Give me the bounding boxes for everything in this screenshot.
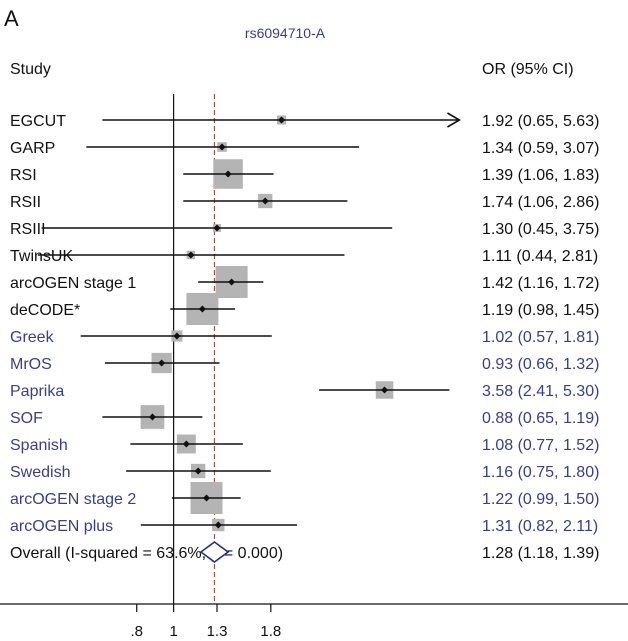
study-label: Swedish [10,464,70,481]
estimate-label: 1.31 (0.82, 2.11) [482,518,598,535]
study-label: Greek [10,329,55,346]
study-row: arcOGEN plus 1.31 (0.82, 2.11) [10,518,598,535]
ci-arrow [447,112,461,128]
point-estimate [173,332,181,340]
estimate-label: 1.30 (0.45, 3.75) [482,221,599,238]
study-label: SOF [10,410,43,427]
study-row: EGCUT 1.92 (0.65, 5.63) [10,112,599,130]
estimate-label: 3.58 (2.41, 5.30) [482,383,599,400]
estimate-label: 1.42 (1.16, 1.72) [482,275,599,292]
point-estimate [261,197,269,205]
panel-label: A [4,6,19,31]
estimate-label: 1.08 (0.77, 1.52) [482,437,599,454]
estimate-label: 1.34 (0.59, 3.07) [482,140,599,157]
study-row: Greek 1.02 (0.57, 1.81) [10,329,599,346]
study-row: arcOGEN stage 2 1.22 (0.99, 1.50) [10,482,599,514]
estimate-label: 1.02 (0.57, 1.81) [482,329,599,346]
study-row: Swedish 1.16 (0.75, 1.80) [10,463,599,481]
study-label: GARP [10,140,55,157]
point-estimate [198,305,206,313]
study-label: RSII [10,194,41,211]
study-row: RSI 1.39 (1.06, 1.83) [10,159,599,189]
study-row: Paprika 3.58 (2.41, 5.30) [10,381,599,400]
point-estimate [158,359,166,367]
estimate-label: 1.92 (0.65, 5.63) [482,113,599,130]
study-row: SOF 0.88 (0.65, 1.19) [10,405,599,429]
overall-row: Overall (I-squared = 63.6%, p = 0.000) 1.… [10,541,599,563]
estimate-label: 0.88 (0.65, 1.19) [482,410,599,427]
study-label: arcOGEN stage 2 [10,491,136,508]
point-estimate [228,278,236,286]
estimate-label: 1.19 (0.98, 1.45) [482,302,599,319]
point-estimate [218,143,226,151]
study-row: RSII 1.74 (1.06, 2.86) [10,193,599,211]
study-row: RSIII 1.30 (0.45, 3.75) [10,221,599,238]
study-label: arcOGEN stage 1 [10,275,136,292]
study-row: GARP 1.34 (0.59, 3.07) [10,140,599,157]
x-tick-label: 1 [169,623,177,640]
x-tick-label: 1.3 [207,623,228,640]
estimate-label: 1.11 (0.44, 2.81) [482,248,598,265]
point-estimate [381,386,389,394]
study-label: TwinsUK [10,248,73,265]
estimate-label: 1.39 (1.06, 1.83) [482,167,599,184]
x-tick-label: .8 [130,623,143,640]
study-label: arcOGEN plus [10,518,113,535]
study-label: RSIII [10,221,46,238]
overall-estimate-label: 1.28 (1.18, 1.39) [482,545,599,562]
point-estimate [194,467,202,475]
point-estimate [224,170,232,178]
estimate-label: 0.93 (0.66, 1.32) [482,356,599,373]
estimate-label: 1.74 (1.06, 2.86) [482,194,599,211]
study-row: deCODE* 1.19 (0.98, 1.45) [10,293,599,325]
study-label: deCODE* [10,302,80,319]
overall-diamond [199,541,230,563]
plot-area: EGCUT 1.92 (0.65, 5.63) GARP 1.34 (0.59, 3.… [0,94,628,640]
estimate-label: 1.22 (0.99, 1.50) [482,491,599,508]
overall-label: Overall (I-squared = 63.6%, p = 0.000) [10,545,283,562]
x-tick-label: 1.8 [260,623,281,640]
study-row: MrOS 0.93 (0.66, 1.32) [10,352,599,374]
study-label: Paprika [10,383,64,400]
chart-title: rs6094710-A [245,25,326,41]
study-label: MrOS [10,356,52,373]
study-row: TwinsUK 1.11 (0.44, 2.81) [10,248,598,265]
study-column-header: Study [10,61,51,78]
point-estimate [277,116,285,124]
study-row: arcOGEN stage 1 1.42 (1.16, 1.72) [10,266,599,298]
study-label: Spanish [10,437,68,454]
study-label: RSI [10,167,37,184]
or-column-header: OR (95% CI) [482,61,574,78]
point-estimate [187,251,195,259]
study-row: Spanish 1.08 (0.77, 1.52) [10,434,599,454]
point-estimate [203,494,211,502]
point-estimate [214,521,222,529]
point-estimate [213,224,221,232]
point-estimate [182,440,190,448]
point-estimate [148,413,156,421]
estimate-label: 1.16 (0.75, 1.80) [482,464,599,481]
study-label: EGCUT [10,113,66,130]
